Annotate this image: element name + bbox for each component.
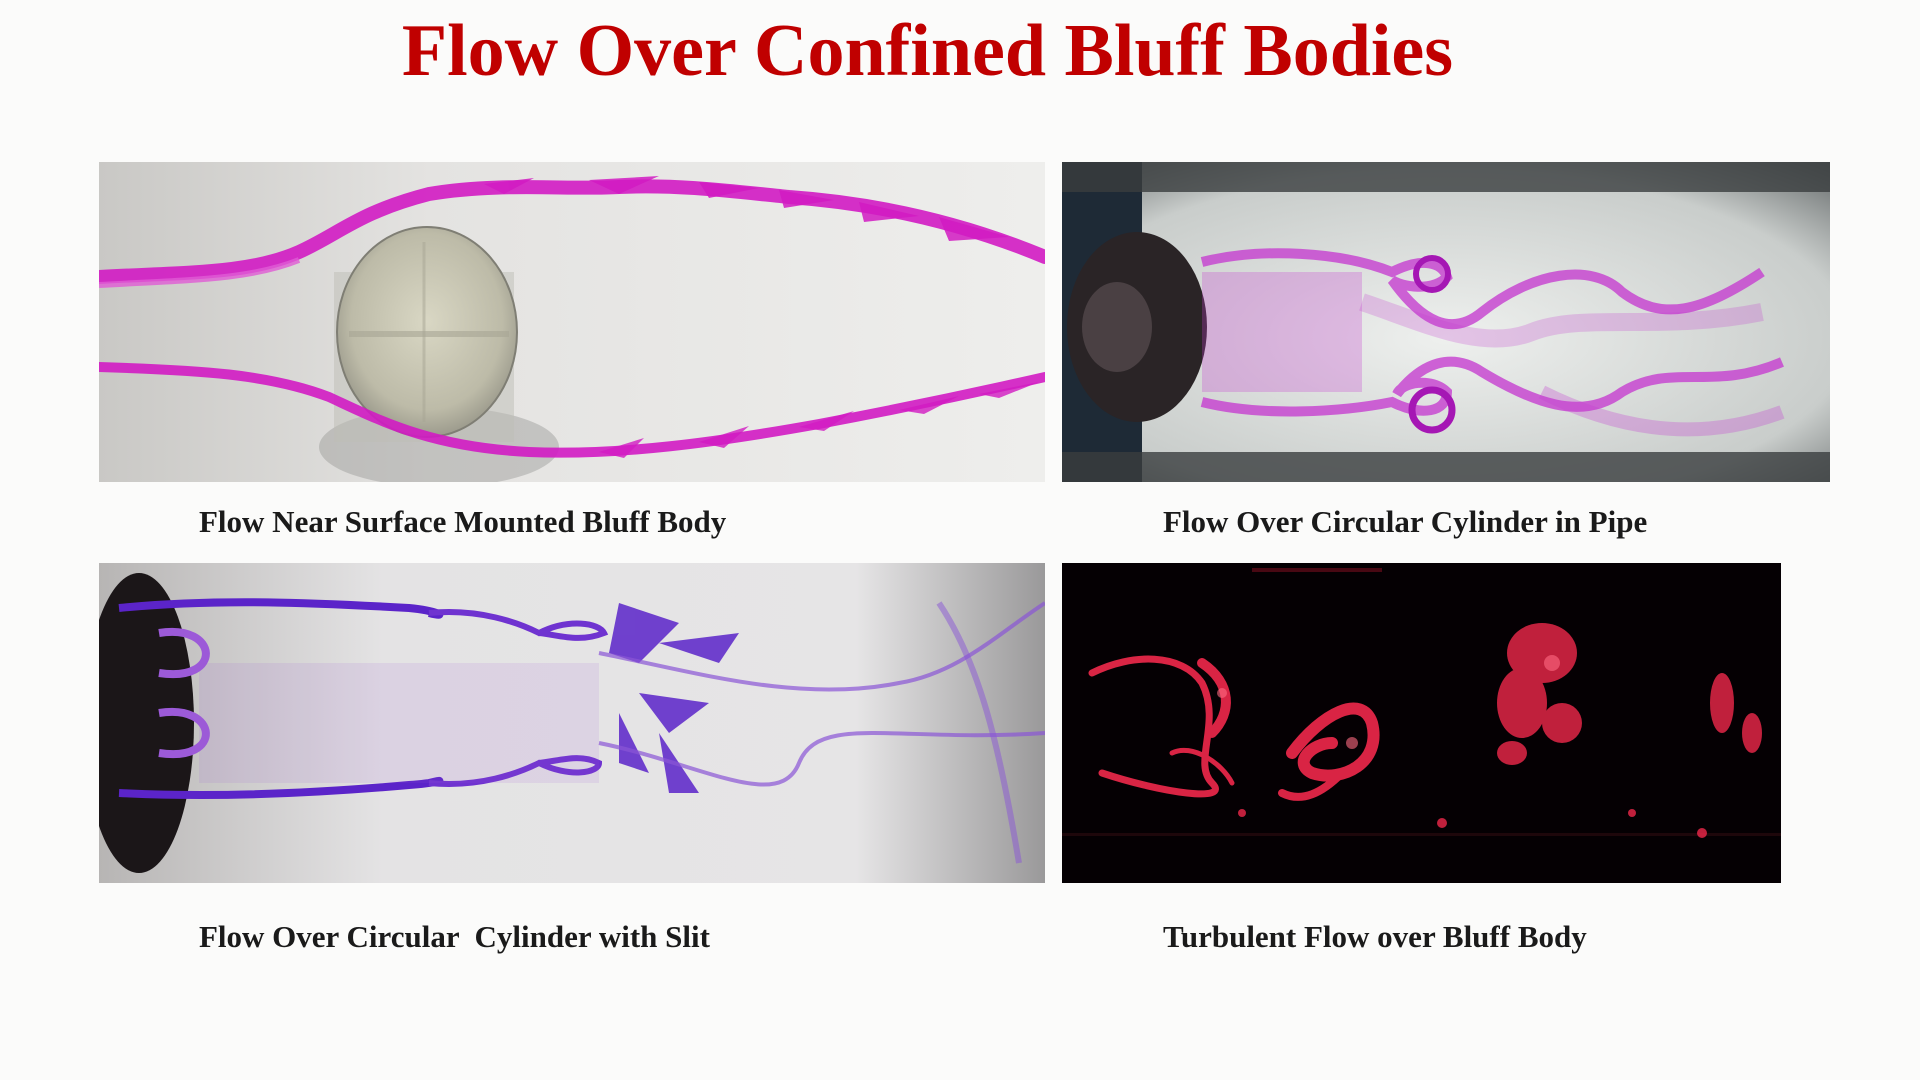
flow-image-surface-mounted-bluff-body (99, 162, 1045, 482)
slide-title: Flow Over Confined Bluff Bodies (401, 10, 1454, 92)
flow-image-circular-cylinder-with-slit (99, 563, 1045, 883)
flow-image-circular-cylinder-in-pipe (1062, 162, 1830, 482)
flow-image-turbulent-flow-bluff-body (1062, 563, 1781, 883)
caption-turbulent-flow-bluff-body: Turbulent Flow over Bluff Body (1163, 919, 1587, 954)
caption-circular-cylinder-with-slit: Flow Over Circular Cylinder with Slit (199, 919, 710, 954)
caption-circular-cylinder-in-pipe: Flow Over Circular Cylinder in Pipe (1163, 504, 1648, 539)
caption-surface-mounted-bluff-body: Flow Near Surface Mounted Bluff Body (199, 504, 727, 539)
